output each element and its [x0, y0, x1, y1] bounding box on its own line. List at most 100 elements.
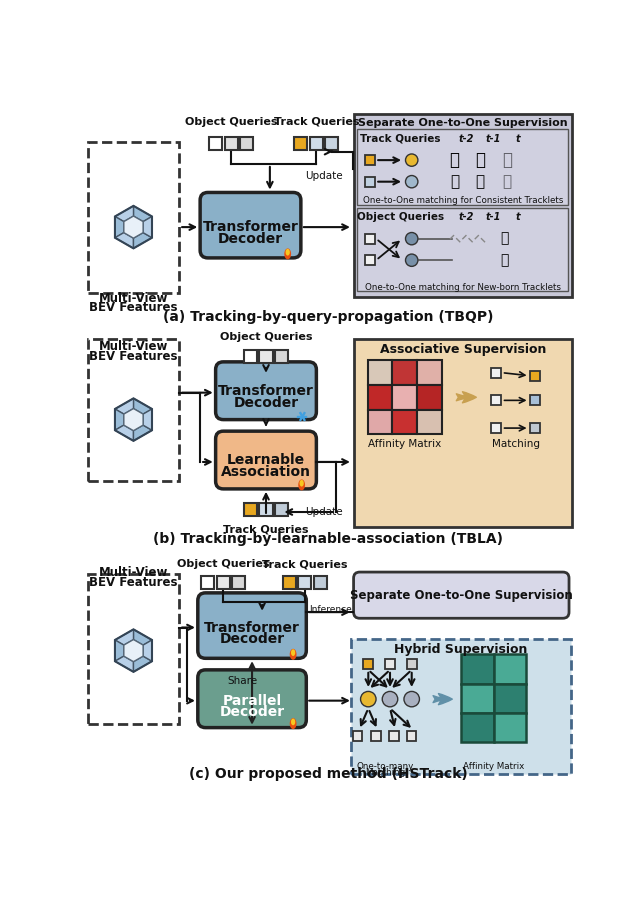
- Bar: [298, 576, 311, 589]
- Text: Share: Share: [228, 676, 258, 686]
- Text: Decoder: Decoder: [234, 396, 299, 409]
- Text: Association: Association: [221, 465, 311, 479]
- Text: Matching: Matching: [365, 768, 406, 777]
- Bar: [367, 360, 392, 385]
- Bar: [325, 137, 339, 150]
- Bar: [494, 713, 526, 743]
- Bar: [392, 385, 417, 409]
- Text: 🚌: 🚌: [500, 232, 509, 246]
- Bar: [358, 207, 568, 291]
- Text: Parallel: Parallel: [223, 693, 282, 708]
- Circle shape: [406, 254, 418, 267]
- Bar: [367, 409, 392, 435]
- Text: Hybrid Supervision: Hybrid Supervision: [394, 643, 527, 656]
- Bar: [240, 137, 253, 150]
- Polygon shape: [115, 425, 134, 441]
- Text: t-1: t-1: [485, 212, 500, 222]
- Text: Multi-View: Multi-View: [99, 340, 168, 353]
- Bar: [358, 129, 568, 205]
- Bar: [385, 659, 395, 670]
- Text: Update: Update: [305, 507, 343, 517]
- FancyBboxPatch shape: [216, 431, 316, 489]
- Polygon shape: [124, 639, 143, 662]
- FancyArrowPatch shape: [456, 392, 476, 403]
- Polygon shape: [134, 399, 152, 414]
- Bar: [491, 367, 501, 378]
- Polygon shape: [134, 629, 152, 645]
- Text: (b) Tracking-by-learnable-association (TBLA): (b) Tracking-by-learnable-association (T…: [153, 532, 503, 546]
- Polygon shape: [124, 216, 143, 238]
- Bar: [351, 639, 571, 774]
- Ellipse shape: [291, 649, 295, 656]
- Bar: [365, 177, 375, 187]
- Bar: [494, 655, 526, 683]
- Text: BEV Features: BEV Features: [89, 302, 178, 314]
- Bar: [461, 655, 494, 683]
- Text: One-to-One matching for Consistent Tracklets: One-to-One matching for Consistent Track…: [363, 197, 563, 206]
- Circle shape: [360, 691, 376, 707]
- Text: 🚲: 🚲: [476, 174, 484, 189]
- Text: Update: Update: [305, 172, 343, 181]
- Polygon shape: [115, 206, 134, 222]
- Bar: [371, 732, 381, 741]
- Bar: [365, 155, 375, 165]
- Text: Track Queries: Track Queries: [360, 134, 440, 144]
- Polygon shape: [115, 656, 134, 672]
- Bar: [491, 423, 501, 433]
- Circle shape: [406, 175, 418, 188]
- Polygon shape: [115, 629, 134, 645]
- Text: Associative Supervision: Associative Supervision: [380, 343, 546, 356]
- Polygon shape: [124, 409, 143, 431]
- Bar: [275, 503, 288, 515]
- Bar: [461, 713, 494, 743]
- Text: Track Queries: Track Queries: [223, 524, 308, 534]
- Ellipse shape: [290, 648, 296, 660]
- Text: t: t: [516, 212, 520, 222]
- Text: 🏃: 🏃: [502, 151, 512, 169]
- Polygon shape: [134, 233, 152, 249]
- Bar: [88, 339, 179, 481]
- Text: t-2: t-2: [458, 212, 474, 222]
- FancyArrowPatch shape: [433, 693, 452, 705]
- Polygon shape: [143, 216, 152, 238]
- Text: BEV Features: BEV Features: [89, 576, 178, 588]
- Text: Track Queries: Track Queries: [274, 117, 359, 127]
- Bar: [283, 576, 296, 589]
- Text: BEV Features: BEV Features: [89, 350, 178, 363]
- Text: Object Queries: Object Queries: [177, 559, 269, 569]
- Bar: [365, 233, 375, 243]
- Polygon shape: [115, 233, 134, 249]
- Text: (a) Tracking-by-query-propagation (TBQP): (a) Tracking-by-query-propagation (TBQP): [163, 310, 493, 324]
- Bar: [461, 683, 494, 713]
- Text: Decoder: Decoder: [220, 632, 285, 646]
- Text: 🏃: 🏃: [449, 151, 460, 169]
- Ellipse shape: [285, 249, 290, 256]
- Bar: [310, 137, 323, 150]
- Polygon shape: [115, 399, 134, 414]
- Text: (c) Our proposed method (HSTrack): (c) Our proposed method (HSTrack): [189, 767, 467, 780]
- Bar: [392, 409, 417, 435]
- Text: Transformer: Transformer: [204, 621, 300, 635]
- Text: One-to-One matching for New-born Tracklets: One-to-One matching for New-born Trackle…: [365, 283, 561, 292]
- Text: Matching: Matching: [492, 439, 540, 449]
- Circle shape: [382, 691, 397, 707]
- Bar: [244, 350, 257, 364]
- Polygon shape: [134, 656, 152, 672]
- Bar: [244, 503, 257, 515]
- Bar: [491, 395, 501, 405]
- Text: Decoder: Decoder: [220, 705, 285, 719]
- Polygon shape: [134, 206, 152, 222]
- Text: Inference: Inference: [308, 605, 351, 614]
- Bar: [275, 350, 288, 364]
- Bar: [389, 732, 399, 741]
- Bar: [88, 574, 179, 724]
- Text: Object Queries: Object Queries: [220, 332, 312, 342]
- Bar: [88, 143, 179, 293]
- FancyBboxPatch shape: [353, 572, 569, 618]
- Bar: [417, 360, 442, 385]
- Bar: [365, 255, 375, 265]
- Text: Multi-View: Multi-View: [99, 566, 168, 578]
- Bar: [406, 659, 417, 670]
- Bar: [259, 350, 273, 364]
- Polygon shape: [134, 425, 152, 441]
